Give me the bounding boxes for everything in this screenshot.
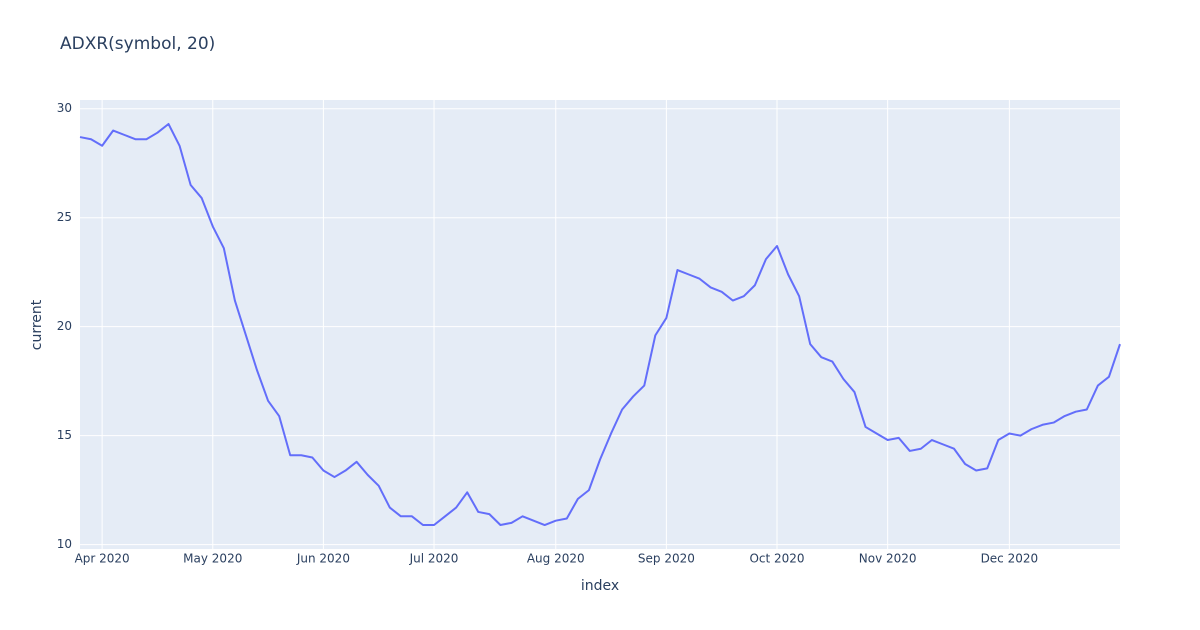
line: [79, 122, 1121, 527]
x-tick-label: Jul 2020: [409, 552, 459, 566]
y-tick-label: 10: [57, 537, 72, 551]
y-tick-label: 15: [57, 428, 72, 442]
x-tick-label: Apr 2020: [75, 552, 130, 566]
x-tick-label: Oct 2020: [749, 552, 804, 566]
chart-title: ADXR(symbol, 20): [60, 34, 215, 54]
x-axis-label: index: [581, 578, 619, 594]
y-axis-label: current: [29, 299, 45, 350]
x-tick-label: Aug 2020: [527, 552, 585, 566]
x-tick-label: May 2020: [183, 552, 242, 566]
x-tick-label: Jun 2020: [296, 552, 350, 566]
x-tick-label: Dec 2020: [981, 552, 1039, 566]
y-tick-label: 20: [57, 319, 72, 333]
y-tick-label: 30: [57, 101, 72, 115]
x-tick-label: Nov 2020: [859, 552, 917, 566]
x-tick-label: Sep 2020: [638, 552, 695, 566]
y-tick-label: 25: [57, 210, 72, 224]
plot-area: [80, 100, 1120, 549]
